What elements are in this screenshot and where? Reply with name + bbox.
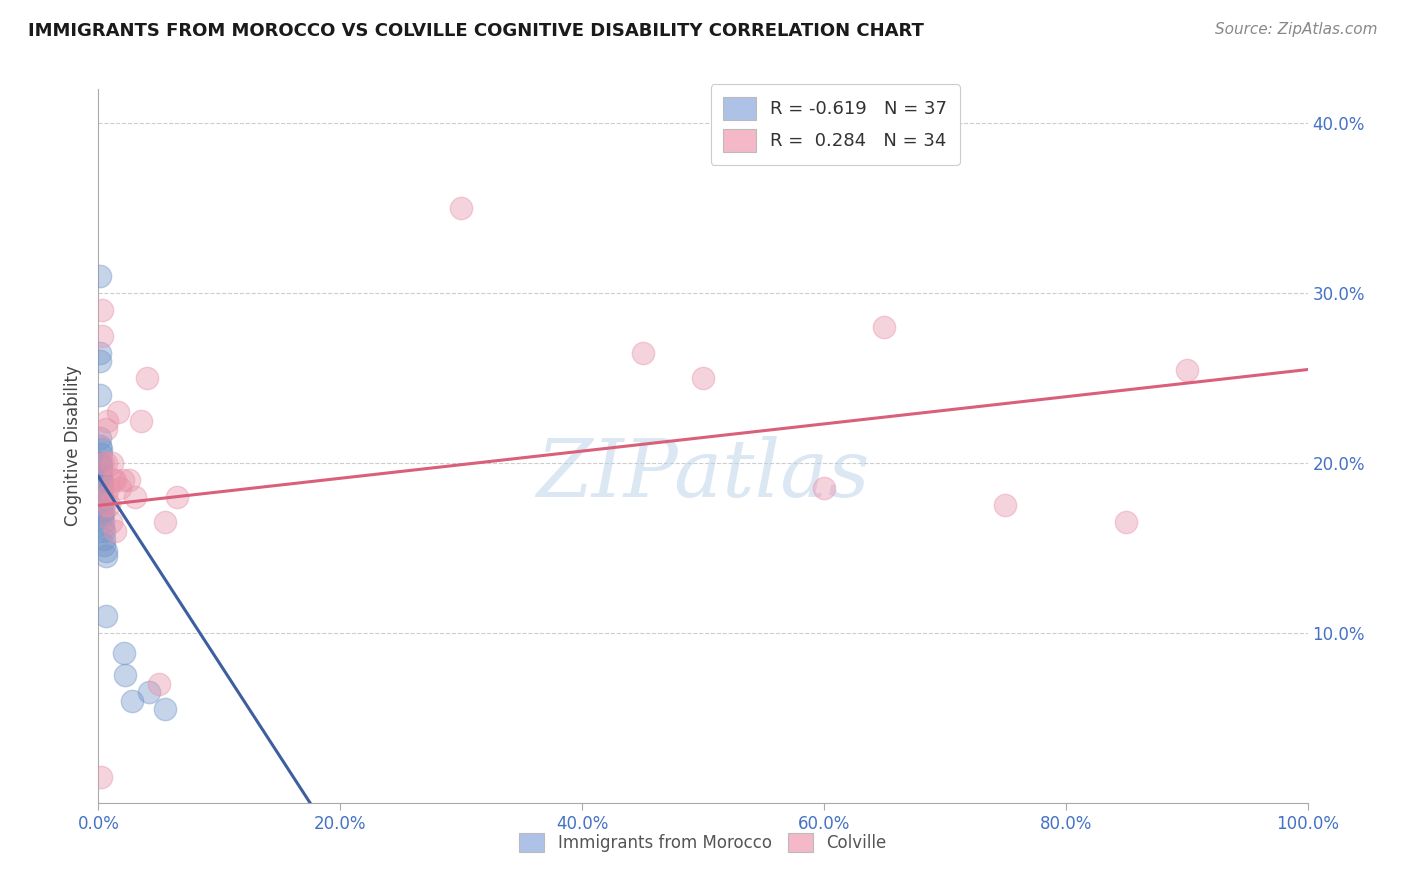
Point bbox=[90, 467, 112, 482]
Point bbox=[91, 499, 114, 513]
Point bbox=[96, 413, 118, 427]
Point bbox=[91, 476, 114, 491]
Point bbox=[450, 201, 472, 215]
Point bbox=[91, 328, 114, 343]
Point bbox=[94, 608, 117, 623]
Point bbox=[90, 459, 112, 474]
Point bbox=[118, 473, 141, 487]
Point bbox=[94, 490, 117, 504]
Point bbox=[93, 533, 115, 547]
Point bbox=[94, 549, 117, 564]
Point bbox=[93, 524, 115, 538]
Point bbox=[89, 269, 111, 284]
Point bbox=[114, 668, 136, 682]
Point bbox=[91, 456, 114, 470]
Point bbox=[91, 493, 114, 508]
Point bbox=[111, 473, 134, 487]
Point bbox=[100, 456, 122, 470]
Point bbox=[91, 507, 114, 521]
Point bbox=[91, 503, 114, 517]
Point bbox=[91, 516, 114, 530]
Point bbox=[153, 516, 176, 530]
Point bbox=[90, 473, 112, 487]
Point bbox=[138, 685, 160, 699]
Text: ZIPatlas: ZIPatlas bbox=[536, 436, 870, 513]
Point bbox=[90, 442, 112, 457]
Point bbox=[1115, 516, 1137, 530]
Point bbox=[813, 482, 835, 496]
Point bbox=[91, 482, 114, 496]
Point bbox=[90, 770, 112, 784]
Point bbox=[124, 490, 146, 504]
Point bbox=[631, 345, 654, 359]
Point bbox=[108, 482, 131, 496]
Point bbox=[93, 537, 115, 551]
Point bbox=[873, 320, 896, 334]
Point bbox=[1175, 362, 1198, 376]
Text: IMMIGRANTS FROM MOROCCO VS COLVILLE COGNITIVE DISABILITY CORRELATION CHART: IMMIGRANTS FROM MOROCCO VS COLVILLE COGN… bbox=[28, 22, 924, 40]
Point bbox=[107, 405, 129, 419]
Point bbox=[91, 520, 114, 534]
Point bbox=[90, 465, 112, 479]
Point bbox=[91, 490, 114, 504]
Point bbox=[994, 499, 1017, 513]
Point bbox=[94, 422, 117, 436]
Point bbox=[91, 303, 114, 318]
Point bbox=[166, 490, 188, 504]
Point bbox=[104, 524, 127, 538]
Point bbox=[104, 473, 127, 487]
Point bbox=[98, 499, 121, 513]
Point bbox=[89, 430, 111, 444]
Text: Source: ZipAtlas.com: Source: ZipAtlas.com bbox=[1215, 22, 1378, 37]
Point bbox=[90, 448, 112, 462]
Legend: Immigrants from Morocco, Colville: Immigrants from Morocco, Colville bbox=[513, 826, 893, 859]
Point bbox=[121, 694, 143, 708]
Point bbox=[89, 456, 111, 470]
Point bbox=[101, 473, 124, 487]
Point bbox=[89, 354, 111, 368]
Point bbox=[91, 484, 114, 499]
Point bbox=[94, 456, 117, 470]
Point bbox=[97, 482, 120, 496]
Point bbox=[148, 677, 170, 691]
Point bbox=[93, 499, 115, 513]
Point bbox=[153, 702, 176, 716]
Point bbox=[135, 371, 157, 385]
Point bbox=[89, 388, 111, 402]
Point bbox=[89, 439, 111, 453]
Point bbox=[90, 469, 112, 483]
Y-axis label: Cognitive Disability: Cognitive Disability bbox=[65, 366, 83, 526]
Point bbox=[692, 371, 714, 385]
Point bbox=[89, 345, 111, 359]
Point bbox=[90, 456, 112, 470]
Point bbox=[94, 544, 117, 558]
Point bbox=[91, 510, 114, 524]
Point bbox=[112, 646, 135, 660]
Point bbox=[100, 516, 122, 530]
Point bbox=[129, 413, 152, 427]
